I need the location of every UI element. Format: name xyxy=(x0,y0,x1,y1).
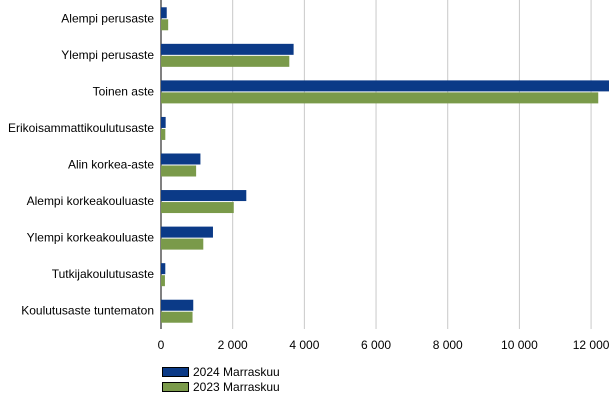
x-tick-label: 12 000 xyxy=(573,338,609,352)
x-tick-label: 0 xyxy=(158,338,165,352)
category-label: Alin korkea-aste xyxy=(68,158,154,172)
category-label: Tutkijakoulutusaste xyxy=(52,267,155,281)
x-tick-label: 6 000 xyxy=(361,338,391,352)
bar-series-2-1 xyxy=(161,55,290,67)
x-tick-label: 8 000 xyxy=(433,338,463,352)
x-tick-label: 10 000 xyxy=(501,338,538,352)
category-label: Ylempi perusaste xyxy=(61,48,154,62)
bars xyxy=(161,7,609,323)
legend-label-series-1: 2024 Marraskuu xyxy=(193,364,280,379)
bar-series-1-7 xyxy=(161,263,166,275)
legend-label-series-2: 2023 Marraskuu xyxy=(193,379,280,394)
bar-series-2-6 xyxy=(161,238,204,250)
bar-series-2-8 xyxy=(161,311,193,323)
legend-swatch-series-1 xyxy=(162,366,189,377)
bar-series-1-3 xyxy=(161,116,166,128)
bar-series-2-4 xyxy=(161,165,197,177)
bar-series-1-5 xyxy=(161,190,247,202)
legend: 2024 Marraskuu 2023 Marraskuu xyxy=(162,364,280,394)
bar-series-1-8 xyxy=(161,299,194,311)
bar-series-2-0 xyxy=(161,19,169,31)
x-tick-labels: 0 2 000 4 000 6 000 8 000 10 000 12 000 xyxy=(158,338,609,352)
legend-item-series-2: 2023 Marraskuu xyxy=(162,379,280,394)
legend-swatch-series-2 xyxy=(162,381,189,392)
category-label: Ylempi korkeakouluaste xyxy=(27,231,155,245)
category-label: Koulutusaste tuntematon xyxy=(21,304,154,318)
bar-series-1-1 xyxy=(161,43,294,55)
x-tick-label: 2 000 xyxy=(218,338,248,352)
category-label: Alempi perusaste xyxy=(61,11,154,25)
bar-series-2-2 xyxy=(161,92,599,104)
bar-series-2-5 xyxy=(161,202,234,214)
legend-item-series-1: 2024 Marraskuu xyxy=(162,364,280,379)
bar-series-2-7 xyxy=(161,275,165,287)
category-labels: Alempi perusaste Ylempi perusaste Toinen a… xyxy=(8,11,154,317)
category-label: Erikoisammattikoulutusaste xyxy=(8,121,154,135)
bar-series-1-4 xyxy=(161,153,201,165)
bar-series-1-0 xyxy=(161,7,167,19)
category-label: Alempi korkeakouluaste xyxy=(27,194,155,208)
x-tick-label: 4 000 xyxy=(289,338,319,352)
category-label: Toinen aste xyxy=(93,84,155,98)
bar-series-1-6 xyxy=(161,226,213,238)
bar-series-1-2 xyxy=(161,80,609,92)
bar-series-2-3 xyxy=(161,128,166,140)
